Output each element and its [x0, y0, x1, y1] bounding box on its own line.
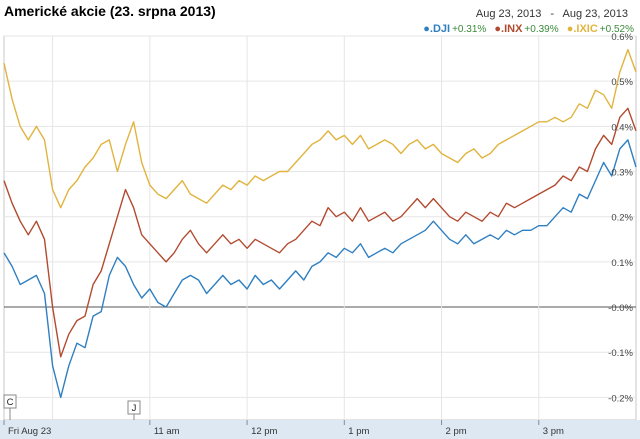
- grid-layer: [3, 35, 637, 421]
- y-tick-labels: 0.6% 0.5% 0.4% 0.3% 0.2% 0.1% -0.0% -0.1% -0.2%: [608, 32, 633, 404]
- y-tick-label: 0.2%: [611, 213, 633, 224]
- legend-item-inx[interactable]: ●.INX +0.39%: [494, 23, 561, 35]
- date-range-separator: -: [550, 8, 555, 20]
- x-tick-label: Fri Aug 23: [8, 426, 51, 437]
- legend-symbol: .INX: [501, 23, 523, 35]
- y-tick-label: 0.1%: [611, 258, 633, 269]
- y-tick-label: 0.4%: [611, 122, 633, 133]
- y-tick-label: 0.3%: [611, 168, 633, 179]
- legend-dot-icon: ●: [494, 23, 502, 35]
- legend-symbol: .IXIC: [573, 23, 598, 35]
- date-range: Aug 23, 2013 - Aug 23, 2013: [476, 8, 628, 20]
- chart-title: Americké akcie (23. srpna 2013): [4, 3, 216, 19]
- legend-dot-icon: ●: [423, 23, 430, 35]
- series-line-inx: [3, 107, 637, 358]
- y-tick-label: -0.0%: [608, 303, 633, 314]
- x-axis-strip: [0, 420, 640, 439]
- date-range-end[interactable]: Aug 23, 2013: [562, 8, 628, 20]
- news-markers[interactable]: CJ: [3, 394, 141, 420]
- legend-dot-icon: ●: [566, 23, 574, 35]
- x-tick-label: 12 pm: [251, 426, 277, 437]
- legend-change: +0.31%: [452, 24, 487, 35]
- y-tick-label: -0.2%: [608, 393, 633, 404]
- legend-item-ixic[interactable]: ●.IXIC +0.52%: [567, 23, 634, 35]
- series-line-ixic: [3, 48, 637, 209]
- date-range-start[interactable]: Aug 23, 2013: [475, 8, 542, 20]
- y-tick-label: 0.5%: [611, 77, 633, 88]
- x-tick-label: 3 pm: [543, 426, 564, 437]
- legend-item-dji[interactable]: ●.DJI +0.31%: [423, 23, 489, 35]
- legend-change: +0.39%: [524, 24, 559, 35]
- x-tick-label: 11 am: [154, 426, 180, 437]
- y-tick-label: -0.1%: [608, 348, 633, 359]
- series-layer: [3, 48, 637, 399]
- x-axis: Fri Aug 23 11 am 12 pm 1 pm 2 pm 3 pm: [0, 420, 640, 439]
- news-marker-label[interactable]: J: [132, 403, 137, 414]
- y-tick-label: 0.6%: [611, 32, 633, 43]
- x-tick-label: 1 pm: [348, 426, 369, 437]
- legend-symbol: .DJI: [429, 23, 451, 35]
- series-line-dji: [3, 139, 637, 399]
- legend: ●.DJI +0.31% ●.INX +0.39% ●.IXIC +0.52%: [418, 23, 634, 35]
- plot-border: [3, 35, 637, 421]
- x-tick-label: 2 pm: [446, 426, 467, 437]
- news-marker-label[interactable]: C: [7, 397, 14, 408]
- legend-change: +0.52%: [599, 24, 634, 35]
